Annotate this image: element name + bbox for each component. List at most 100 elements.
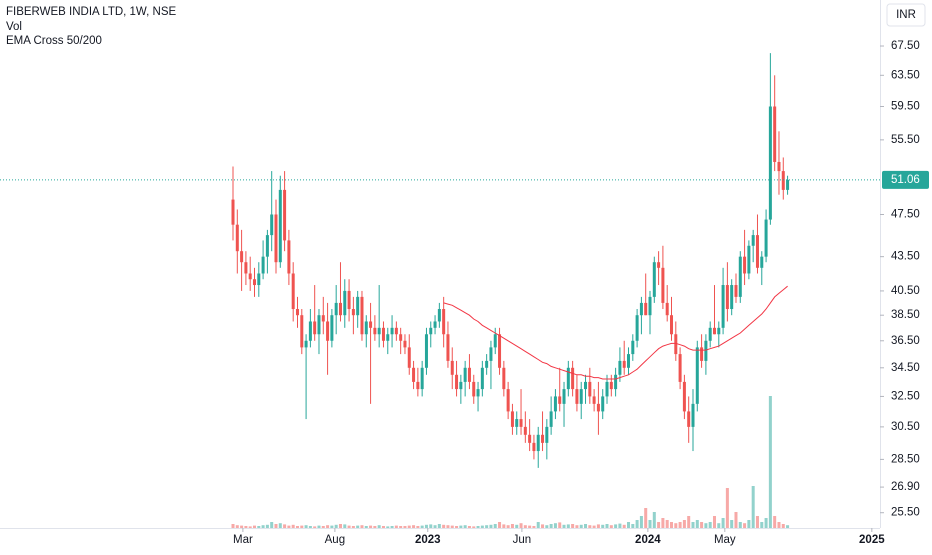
candle-body bbox=[652, 262, 656, 297]
candle-body bbox=[674, 334, 678, 355]
volume-bar bbox=[786, 525, 790, 528]
volume-bar bbox=[601, 524, 605, 528]
volume-bar bbox=[571, 524, 575, 528]
y-tick-label: 26.90 bbox=[891, 481, 920, 493]
candle-body bbox=[252, 279, 257, 286]
volume-bar bbox=[270, 522, 274, 528]
volume-bar bbox=[631, 524, 635, 528]
volume-bar bbox=[334, 524, 338, 528]
x-tick-label: 2023 bbox=[415, 534, 441, 546]
candle-body bbox=[463, 367, 467, 382]
volume-bar bbox=[381, 526, 385, 528]
candle-body bbox=[579, 389, 583, 404]
volume-bar bbox=[442, 524, 446, 528]
volume-bar bbox=[584, 524, 588, 528]
candle-body bbox=[519, 419, 523, 427]
volume-bar bbox=[760, 522, 764, 528]
currency[interactable]: INR bbox=[896, 9, 916, 21]
candle-body bbox=[480, 367, 484, 390]
volume-bar bbox=[721, 518, 725, 528]
candle-body bbox=[661, 267, 665, 303]
volume-bar bbox=[377, 525, 381, 528]
candle-body bbox=[317, 315, 321, 335]
y-tick-label: 47.50 bbox=[891, 209, 920, 221]
volume-bar bbox=[768, 396, 772, 528]
candle-body bbox=[528, 434, 532, 443]
candle-body bbox=[373, 327, 377, 335]
volume-bar bbox=[700, 522, 704, 528]
candle-body bbox=[240, 251, 244, 263]
volume-bar bbox=[351, 526, 355, 528]
candle-body bbox=[274, 214, 278, 263]
candle-body bbox=[407, 347, 411, 368]
volume-bar bbox=[553, 523, 557, 528]
volume-bar bbox=[261, 525, 265, 528]
candle-body bbox=[738, 256, 742, 297]
volume-bar bbox=[399, 526, 403, 528]
candle-body bbox=[381, 327, 385, 341]
candle-body bbox=[584, 381, 588, 390]
volume-bar bbox=[364, 526, 368, 528]
x-tick-label: May bbox=[714, 534, 736, 546]
volume-bar bbox=[231, 524, 235, 528]
candle-body bbox=[364, 321, 368, 335]
volume-bar bbox=[579, 524, 583, 528]
volume-bar bbox=[394, 525, 398, 528]
volume-bar bbox=[622, 524, 626, 528]
candle-body bbox=[321, 315, 325, 322]
volume-bar bbox=[523, 525, 527, 528]
volume-bar bbox=[519, 523, 523, 528]
volume-bar bbox=[467, 526, 471, 528]
candle-body bbox=[510, 411, 514, 427]
volume-bar bbox=[343, 524, 347, 528]
volume-bar bbox=[644, 508, 648, 528]
candle-body bbox=[429, 327, 433, 335]
volume-bar bbox=[575, 525, 579, 528]
candle-body bbox=[695, 347, 699, 404]
volume-bar bbox=[661, 518, 665, 528]
volume-bar bbox=[390, 526, 394, 528]
candle-body bbox=[708, 327, 712, 341]
currency-box[interactable] bbox=[886, 3, 926, 27]
y-tick-label: 28.50 bbox=[891, 453, 920, 465]
candle-body bbox=[437, 309, 441, 322]
y-tick-label: 30.50 bbox=[891, 421, 920, 433]
volume-bar bbox=[360, 525, 364, 528]
candle-body bbox=[764, 219, 768, 257]
candle-body bbox=[523, 426, 527, 435]
candle-body bbox=[338, 302, 342, 316]
candle-body bbox=[755, 235, 759, 268]
y-tick-label: 38.50 bbox=[891, 309, 920, 321]
volume-bar bbox=[528, 525, 532, 528]
x-tick-label: Aug bbox=[325, 534, 345, 546]
candle-body bbox=[536, 434, 540, 452]
candle-body bbox=[442, 309, 446, 335]
y-tick-label: 59.50 bbox=[891, 101, 920, 113]
candle-body bbox=[455, 374, 459, 390]
volume-bar bbox=[751, 486, 755, 528]
volume-bar bbox=[747, 520, 751, 528]
volume-bar bbox=[773, 516, 777, 528]
candle-body bbox=[386, 334, 390, 341]
candle-body bbox=[545, 426, 549, 443]
candle-body bbox=[424, 334, 428, 368]
candle-body bbox=[601, 396, 605, 412]
last-price-label: 51.06 bbox=[891, 174, 920, 186]
volume-bar bbox=[489, 524, 493, 528]
volume-bar bbox=[257, 526, 261, 528]
volume-bar bbox=[515, 524, 519, 528]
candle-body bbox=[304, 340, 308, 348]
candle-body bbox=[369, 321, 373, 328]
volume-bar bbox=[781, 524, 785, 528]
volume-bar bbox=[596, 524, 600, 528]
volume-bar bbox=[291, 524, 295, 528]
candle-body bbox=[541, 434, 545, 443]
candle-body bbox=[725, 285, 729, 310]
volume-bar bbox=[347, 525, 351, 528]
volume-bar bbox=[738, 522, 742, 528]
volume-bar bbox=[648, 520, 652, 528]
candle-body bbox=[235, 224, 239, 252]
volume-bar bbox=[283, 524, 287, 528]
candle-body bbox=[278, 189, 282, 263]
